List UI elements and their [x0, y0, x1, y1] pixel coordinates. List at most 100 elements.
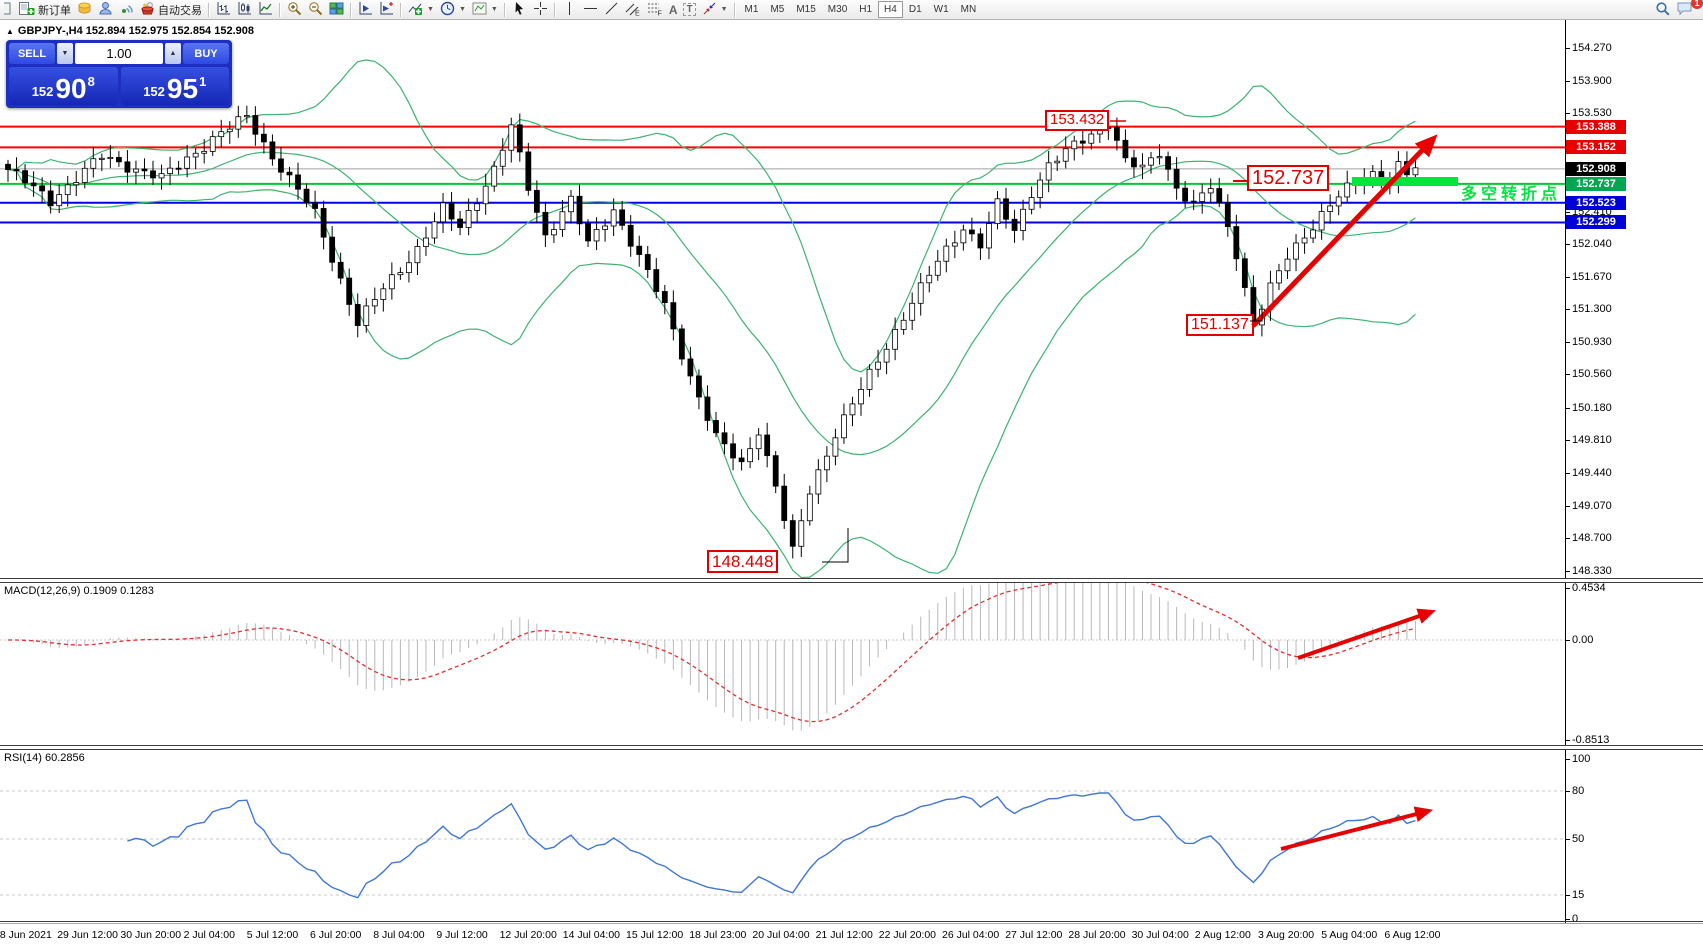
toolbar-separator	[208, 2, 210, 17]
price-tick: 148.330	[1565, 564, 1612, 577]
time-axis-label: 6 Aug 12:00	[1384, 929, 1441, 941]
price-tick: 150.930	[1565, 335, 1612, 348]
time-axis-label: 18 Jul 23:00	[689, 929, 747, 941]
price-tick: 149.810	[1565, 434, 1612, 447]
timeframe-button-h1[interactable]: H1	[859, 4, 873, 15]
toolbar-separator	[503, 2, 506, 17]
text-tool-button[interactable]: A	[666, 1, 681, 18]
rsi-axis-value: 15	[1564, 889, 1585, 901]
time-axis-label: 14 Jul 04:00	[562, 929, 621, 941]
bar-chart-button[interactable]	[213, 1, 234, 18]
toolbar-separator	[400, 2, 402, 17]
time-axis-label: 6 Jul 20:00	[310, 929, 362, 941]
timeframe-button-h4[interactable]: H4	[878, 1, 903, 18]
toolbar-separator	[553, 2, 556, 17]
cursor-tool-button[interactable]	[509, 1, 530, 18]
template-icon	[472, 1, 487, 19]
vertical-line-icon	[562, 1, 577, 19]
macd-indicator-pane[interactable]	[0, 582, 1565, 745]
price-tick: 154.270	[1565, 42, 1612, 54]
volume-input[interactable]: 1.00	[75, 43, 163, 64]
autotrading-icon	[140, 1, 155, 19]
volume-decrease-button[interactable]: ▼	[57, 43, 73, 64]
text-label-tool-button[interactable]: T	[680, 1, 698, 18]
notifications-button[interactable]: 1	[1673, 0, 1703, 18]
new-order-button[interactable]: 新订单	[15, 1, 74, 18]
timeframe-button-m15[interactable]: M15	[796, 4, 816, 15]
volume-increase-button[interactable]: ▲	[165, 43, 181, 64]
crosshair-tool-button[interactable]	[530, 1, 551, 18]
autotrading-button[interactable]: 自动交易	[137, 1, 205, 18]
toolbar: 新订单 自动交易	[0, 0, 1703, 20]
channel-tool-button[interactable]: E	[622, 1, 644, 18]
search-button[interactable]	[1652, 1, 1673, 18]
line-chart-icon	[258, 1, 273, 19]
price-badge: 152.523	[1566, 195, 1626, 210]
add-indicator-button[interactable]: ▼	[405, 1, 437, 18]
bar-chart-icon	[216, 1, 231, 19]
rsi-axis-value: 50	[1564, 833, 1585, 845]
time-axis-label: 8 Jul 04:00	[373, 929, 425, 941]
trendline-tool-button[interactable]	[601, 1, 622, 18]
svg-text:F: F	[657, 10, 661, 16]
sell-button[interactable]: SELL	[9, 43, 55, 64]
price-tick: 149.440	[1565, 467, 1612, 480]
price-axis-border	[1565, 19, 1566, 923]
price-badge: 152.908	[1566, 161, 1626, 176]
fibonacci-tool-button[interactable]: F	[644, 1, 666, 18]
chart-symbol-info[interactable]: ▲ GBPJPY-,H4 152.894 152.975 152.854 152…	[6, 25, 254, 37]
zoom-in-button[interactable]	[284, 1, 305, 18]
line-chart-button[interactable]	[255, 1, 276, 18]
data-window-button[interactable]	[355, 1, 376, 18]
indicator-windows-button[interactable]	[376, 1, 397, 18]
clock-icon	[440, 1, 455, 19]
price-tick: 148.700	[1565, 532, 1612, 545]
arrows-icon	[702, 1, 717, 19]
timeframe-button-mn[interactable]: MN	[960, 4, 977, 15]
main-price-chart[interactable]	[0, 19, 1565, 578]
candlestick-chart-button[interactable]	[234, 1, 255, 18]
rsi-indicator-pane[interactable]	[0, 749, 1565, 921]
macd-axis-value: 0.00	[1564, 634, 1594, 646]
sell-price-panel[interactable]: 152 90 8	[9, 67, 118, 105]
notification-badge: 1	[1691, 0, 1703, 9]
tile-windows-button[interactable]	[326, 1, 347, 18]
buy-price-main: 95	[166, 73, 199, 105]
arrows-tool-button[interactable]: ▼	[699, 1, 731, 18]
market-watch-button[interactable]	[95, 1, 116, 18]
time-axis-label: 9 Jul 12:00	[436, 929, 488, 941]
timeframe-menu-button[interactable]: ▼	[437, 1, 469, 18]
horizontal-line-tool-button[interactable]	[580, 1, 601, 18]
new-chart-button[interactable]	[0, 1, 15, 19]
support-highlight-bar	[1352, 177, 1458, 186]
time-axis-label: 5 Aug 04:00	[1321, 929, 1378, 941]
time-axis-label: 22 Jul 20:00	[878, 929, 937, 941]
pane-separator[interactable]	[0, 578, 1703, 583]
price-tick: 151.670	[1565, 270, 1612, 283]
vertical-line-tool-button[interactable]	[559, 1, 580, 18]
template-button[interactable]: ▼	[469, 1, 501, 18]
autotrading-label: 自动交易	[158, 4, 202, 17]
signals-button[interactable]	[116, 1, 137, 18]
symbol-quote-text: GBPJPY-,H4 152.894 152.975 152.854 152.9…	[17, 25, 254, 37]
timeframe-button-m1[interactable]: M1	[744, 4, 759, 15]
timeframe-button-d1[interactable]: D1	[908, 4, 922, 15]
zoom-in-icon	[287, 1, 302, 19]
timeframe-button-m30[interactable]: M30	[827, 4, 848, 15]
buy-button[interactable]: BUY	[183, 43, 229, 64]
timeframe-button-w1[interactable]: W1	[933, 4, 949, 15]
trendline-icon	[604, 1, 619, 19]
time-axis-label: 28 Jul 20:00	[1068, 929, 1126, 941]
new-chart-icon	[0, 1, 12, 19]
profiles-button[interactable]	[74, 1, 95, 18]
pane-separator[interactable]	[0, 745, 1703, 750]
buy-price-panel[interactable]: 152 95 1	[120, 67, 229, 105]
rsi-axis-value: 80	[1564, 785, 1585, 797]
time-axis-label: 28 Jun 2021	[0, 929, 52, 941]
timeframe-button-m5[interactable]: M5	[770, 4, 785, 15]
new-order-label: 新订单	[38, 4, 71, 17]
price-badge: 152.737	[1566, 176, 1626, 191]
time-axis-label: 2 Jul 04:00	[183, 929, 235, 941]
zoom-out-button[interactable]	[305, 1, 326, 18]
